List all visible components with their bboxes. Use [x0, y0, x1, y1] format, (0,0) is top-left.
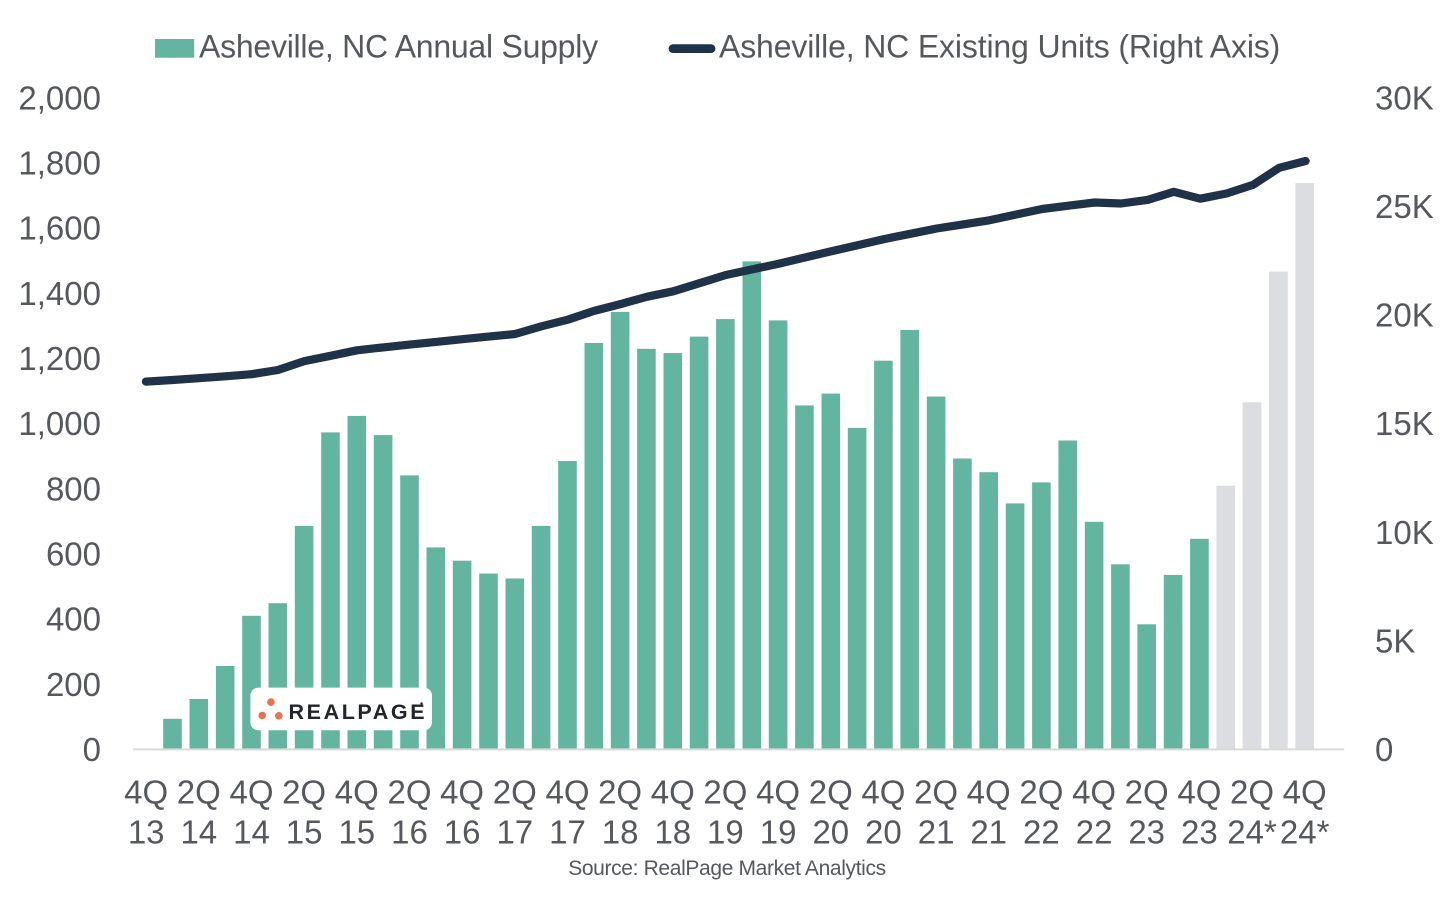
svg-text:2Q: 2Q [914, 774, 958, 811]
svg-text:17: 17 [549, 814, 586, 851]
svg-text:17: 17 [496, 814, 533, 851]
svg-text:4Q: 4Q [229, 774, 273, 811]
svg-text:4Q: 4Q [651, 774, 695, 811]
svg-text:16: 16 [391, 814, 428, 851]
svg-text:2Q: 2Q [1125, 774, 1169, 811]
svg-text:1,800: 1,800 [18, 144, 101, 181]
svg-text:21: 21 [970, 814, 1007, 851]
svg-text:4Q: 4Q [967, 774, 1011, 811]
svg-text:2Q: 2Q [282, 774, 326, 811]
svg-text:Asheville, NC Annual Supply: Asheville, NC Annual Supply [199, 29, 598, 65]
svg-text:0: 0 [1375, 731, 1393, 768]
svg-text:22: 22 [1023, 814, 1060, 851]
svg-text:Source: RealPage Market Analyt: Source: RealPage Market Analytics [568, 857, 886, 880]
svg-text:5K: 5K [1375, 622, 1415, 659]
svg-text:2Q: 2Q [387, 774, 431, 811]
svg-text:25K: 25K [1375, 188, 1434, 225]
svg-text:Asheville, NC Existing Units (: Asheville, NC Existing Units (Right Axis… [719, 29, 1280, 65]
svg-text:4Q: 4Q [124, 774, 168, 811]
svg-text:1,600: 1,600 [18, 210, 101, 247]
svg-text:22: 22 [1076, 814, 1113, 851]
svg-text:18: 18 [602, 814, 639, 851]
svg-text:4Q: 4Q [1177, 774, 1221, 811]
svg-text:20: 20 [812, 814, 849, 851]
svg-text:24*: 24* [1227, 814, 1277, 851]
svg-text:18: 18 [654, 814, 691, 851]
svg-text:15K: 15K [1375, 405, 1434, 442]
svg-text:2,000: 2,000 [18, 79, 101, 116]
svg-text:10K: 10K [1375, 514, 1434, 551]
svg-text:14: 14 [233, 814, 270, 851]
svg-text:2Q: 2Q [177, 774, 221, 811]
svg-text:2Q: 2Q [809, 774, 853, 811]
svg-text:14: 14 [180, 814, 217, 851]
svg-text:400: 400 [46, 601, 101, 638]
svg-text:1,400: 1,400 [18, 275, 101, 312]
svg-text:0: 0 [83, 731, 101, 768]
svg-text:4Q: 4Q [440, 774, 484, 811]
svg-text:20: 20 [865, 814, 902, 851]
svg-text:2Q: 2Q [1019, 774, 1063, 811]
svg-text:19: 19 [760, 814, 797, 851]
svg-text:4Q: 4Q [756, 774, 800, 811]
svg-text:15: 15 [286, 814, 323, 851]
svg-text:21: 21 [918, 814, 955, 851]
svg-text:4Q: 4Q [335, 774, 379, 811]
svg-text:1,200: 1,200 [18, 340, 101, 377]
svg-text:4Q: 4Q [545, 774, 589, 811]
svg-text:15: 15 [338, 814, 375, 851]
svg-text:2Q: 2Q [1230, 774, 1274, 811]
svg-text:4Q: 4Q [1283, 774, 1327, 811]
svg-text:23: 23 [1128, 814, 1165, 851]
svg-text:REALPAGE: REALPAGE [289, 700, 428, 724]
svg-text:600: 600 [46, 535, 101, 572]
svg-text:24*: 24* [1280, 814, 1330, 851]
svg-text:13: 13 [128, 814, 165, 851]
svg-text:30K: 30K [1375, 79, 1434, 116]
svg-text:200: 200 [46, 666, 101, 703]
svg-text:800: 800 [46, 470, 101, 507]
svg-text:23: 23 [1181, 814, 1218, 851]
svg-text:16: 16 [444, 814, 481, 851]
svg-text:19: 19 [707, 814, 744, 851]
svg-text:2Q: 2Q [703, 774, 747, 811]
svg-text:1,000: 1,000 [18, 405, 101, 442]
svg-text:4Q: 4Q [861, 774, 905, 811]
svg-text:2Q: 2Q [493, 774, 537, 811]
svg-text:20K: 20K [1375, 296, 1434, 333]
svg-text:4Q: 4Q [1072, 774, 1116, 811]
svg-text:2Q: 2Q [598, 774, 642, 811]
